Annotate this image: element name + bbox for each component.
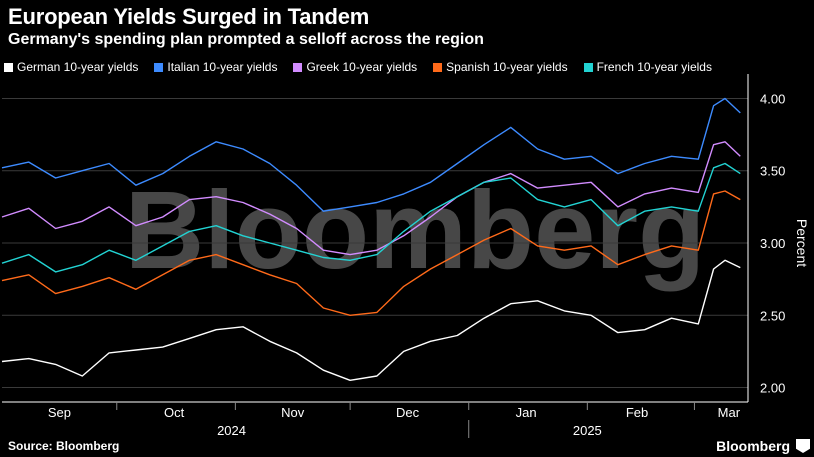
y-tick-label: 2.50 [760, 308, 785, 323]
source-note: Source: Bloomberg [8, 439, 120, 453]
legend-swatch-spanish [433, 62, 443, 72]
y-tick-label: 3.50 [760, 164, 785, 179]
legend-label-greek: Greek 10-year yields [306, 60, 418, 74]
series-line-spanish [1, 190, 741, 316]
y-tick-label: 3.00 [760, 236, 785, 251]
series-line-german [1, 259, 741, 381]
legend-item-italian: Italian 10-year yields [154, 60, 277, 74]
x-tick-label: Nov [281, 405, 305, 420]
legend-swatch-italian [154, 62, 164, 72]
chart-title: European Yields Surged in Tandem [8, 4, 370, 29]
legend-swatch-german [4, 62, 13, 72]
legend-swatch-french [583, 62, 593, 72]
legend-item-german: German 10-year yields [4, 60, 138, 74]
y-tick-label: 2.00 [760, 381, 785, 396]
chart-subtitle: Germany's spending plan prompted a sello… [8, 31, 484, 48]
x-year-label: 2025 [573, 423, 602, 438]
y-tick-label: 4.00 [760, 91, 785, 106]
watermark-text: Bloomberg [125, 169, 706, 292]
legend-item-greek: Greek 10-year yields [293, 60, 417, 74]
brand-logo-text: Bloomberg [716, 438, 790, 454]
x-tick-label: Mar [718, 405, 741, 420]
legend-label-german: German 10-year yields [17, 60, 139, 74]
x-tick-label: Oct [164, 405, 185, 420]
legend-item-spanish: Spanish 10-year yields [433, 60, 568, 74]
legend: German 10-year yields Italian 10-year yi… [4, 60, 712, 74]
bookmark-icon [796, 439, 810, 453]
legend-swatch-greek [293, 62, 303, 72]
x-tick-label: Sep [48, 405, 71, 420]
x-tick-label: Jan [516, 405, 537, 420]
legend-label-spanish: Spanish 10-year yields [446, 60, 568, 74]
legend-label-french: French 10-year yields [596, 60, 712, 74]
legend-label-italian: Italian 10-year yields [167, 60, 278, 74]
series-line-french [1, 162, 741, 273]
x-year-label: 2024 [217, 423, 246, 438]
x-tick-label: Feb [626, 405, 648, 420]
series-line-italian [1, 97, 741, 212]
y-axis-label: Percent [794, 219, 810, 267]
legend-item-french: French 10-year yields [583, 60, 712, 74]
x-tick-label: Dec [396, 405, 420, 420]
